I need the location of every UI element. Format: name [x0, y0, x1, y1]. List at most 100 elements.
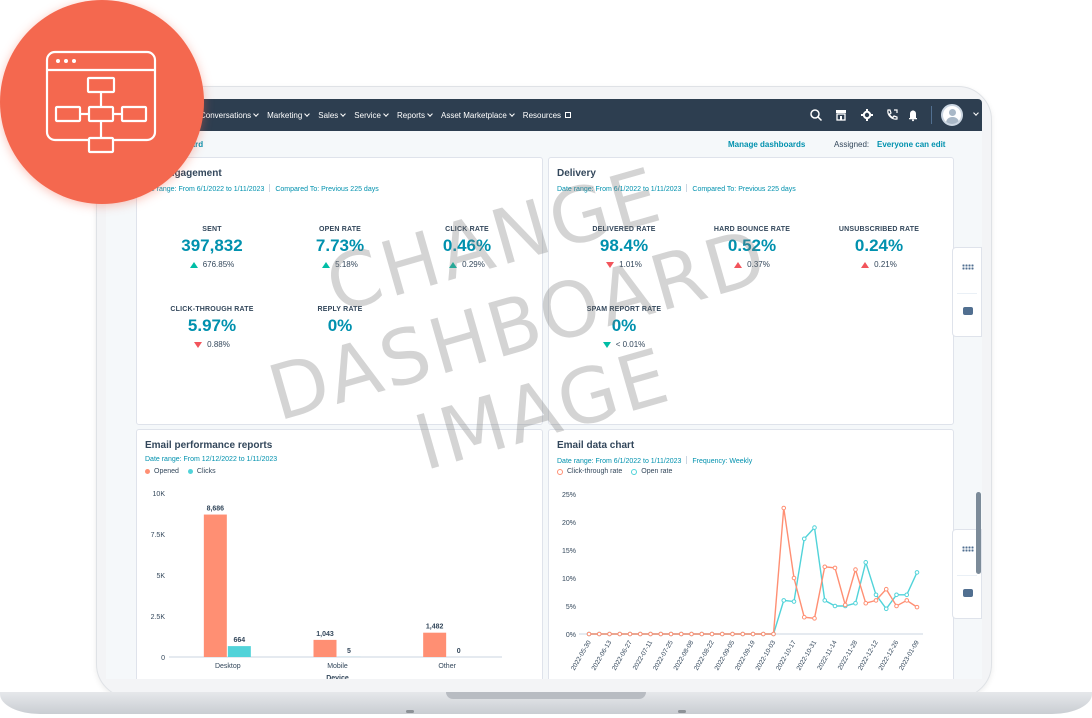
external-link-icon [565, 112, 572, 118]
kpi-value: 397,832 [181, 236, 243, 255]
nav-item-sales[interactable]: Sales [318, 111, 347, 120]
kpi-label: REPLY RATE [317, 306, 363, 313]
kpi-reply-rate: REPLY RATE 0% [278, 306, 402, 336]
data-label: 0 [457, 648, 461, 655]
kpi-label: SPAM REPORT RATE [586, 306, 662, 313]
x-tick-label: 2022-07-25 [652, 639, 675, 672]
kpi-value: 0% [327, 316, 353, 335]
data-point [730, 631, 735, 637]
legend-item-opened[interactable]: Opened [145, 468, 179, 475]
assigned-value-link[interactable]: Everyone can edit [877, 140, 946, 149]
y-tick-label: 10K [153, 491, 166, 498]
compared-to: Compared To: Previous 225 days [692, 186, 796, 193]
y-tick-label: 7.5K [151, 532, 166, 539]
kpi-label: CLICK RATE [445, 226, 489, 233]
x-tick-label: 2022-12-12 [857, 639, 880, 672]
marketplace-icon[interactable] [834, 108, 848, 122]
legend-label: Opened [154, 468, 179, 475]
date-range: Date range: From 6/1/2022 to 1/11/2023 [557, 458, 682, 465]
card-meta: Date range: From 6/1/2022 to 1/11/2023 Co… [557, 184, 796, 193]
widget-divider [957, 293, 977, 294]
chevron-down-icon[interactable] [973, 110, 979, 116]
kpi-sent: SENT 397,832 676.85% [150, 226, 274, 269]
legend-swatch [557, 468, 563, 475]
chevron-down-icon [383, 111, 389, 117]
nav-label: Marketing [267, 110, 303, 120]
x-tick-label: 2022-07-11 [632, 639, 655, 671]
data-point [658, 631, 664, 637]
nav-item-asset-marketplace[interactable]: Asset Marketplace [441, 111, 515, 120]
trend-arrow-icon [449, 261, 458, 268]
legend-label: Open rate [641, 468, 673, 475]
apps-grid-icon[interactable] [962, 546, 974, 552]
legend-item-open-rate[interactable]: Open rate [631, 468, 672, 475]
nav-menu: Conversations Marketing Sales Service Re… [200, 111, 580, 120]
data-point [699, 631, 705, 637]
y-tick-label: 25% [562, 492, 576, 499]
y-tick-label: 10% [562, 576, 576, 583]
legend-item-clicks[interactable]: Clicks [187, 468, 216, 475]
data-point [637, 631, 643, 637]
search-icon[interactable] [809, 108, 823, 122]
apps-grid-icon[interactable] [962, 264, 974, 270]
settings-icon[interactable] [860, 108, 874, 122]
flowchart-badge [0, 0, 204, 204]
meta-separator [686, 184, 688, 192]
data-point [709, 631, 715, 637]
kpi-label: HARD BOUNCE RATE [713, 226, 791, 233]
bar-opened-mobile [313, 639, 337, 657]
nav-item-marketing[interactable]: Marketing [267, 110, 311, 120]
scrollbar[interactable] [976, 492, 981, 574]
chevron-down-icon [253, 111, 259, 117]
data-point [914, 570, 920, 575]
dashboard-subheader: hboard Manage dashboards Assigned: Every… [106, 131, 982, 155]
nav-item-conversations[interactable]: Conversations [200, 111, 259, 120]
data-point [740, 631, 746, 637]
delta-value: 0.37% [747, 260, 770, 269]
x-tick-label: Desktop [215, 663, 241, 670]
calling-icon[interactable] [885, 108, 899, 122]
bar-chart: 0 2.5K 5K 7.5K 10K 8,686 664 Desktop 1,043 5 Mobil… [151, 491, 502, 679]
x-tick-label: 2022-08-22 [693, 639, 716, 672]
kpi-label: DELIVERED RATE [592, 226, 656, 233]
nav-item-reports[interactable]: Reports [397, 111, 433, 120]
flowchart-window-icon [45, 50, 157, 154]
notifications-icon[interactable] [906, 108, 920, 122]
nav-label: Service [354, 110, 381, 120]
data-point [668, 631, 674, 637]
avatar[interactable] [941, 104, 963, 126]
data-point [842, 602, 848, 608]
data-point [863, 600, 869, 606]
data-point [873, 598, 879, 603]
data-point [873, 592, 879, 598]
data-label: 1,482 [426, 624, 444, 631]
data-point [771, 631, 776, 637]
kpi-delta: 0.37% [690, 260, 814, 269]
widget-divider [957, 575, 977, 576]
x-tick-label: 2022-06-27 [611, 639, 634, 672]
data-point [648, 631, 653, 637]
trend-arrow-icon [189, 261, 198, 268]
chat-icon[interactable] [963, 589, 973, 597]
x-tick-label: 2022-10-03 [755, 639, 778, 672]
trend-arrow-icon [861, 261, 870, 268]
data-point [719, 631, 725, 637]
y-tick-label: 15% [562, 548, 576, 555]
top-navigation: Conversations Marketing Sales Service Re… [106, 99, 982, 131]
nav-item-resources[interactable]: Resources [523, 111, 572, 120]
manage-dashboards-link[interactable]: Manage dashboards [728, 140, 806, 149]
data-point [607, 631, 612, 637]
delivery-card: Delivery Date range: From 6/1/2022 to 1/… [548, 157, 954, 425]
nav-divider [931, 106, 932, 124]
legend-item-click-through-rate[interactable]: Click-through rate [557, 468, 622, 475]
trend-arrow-icon [734, 261, 743, 268]
chat-icon[interactable] [963, 307, 973, 315]
kpi-delta: < 0.01% [562, 340, 686, 349]
engagement-card: ent engagement ate range: From 6/1/2022 … [136, 157, 543, 425]
nav-item-service[interactable]: Service [354, 110, 389, 120]
meta-separator [686, 456, 688, 464]
card-meta: Date range: From 12/12/2022 to 1/11/2023 [145, 456, 277, 463]
kpi-label: SENT [202, 226, 222, 233]
assigned-label: Assigned: [834, 140, 870, 149]
